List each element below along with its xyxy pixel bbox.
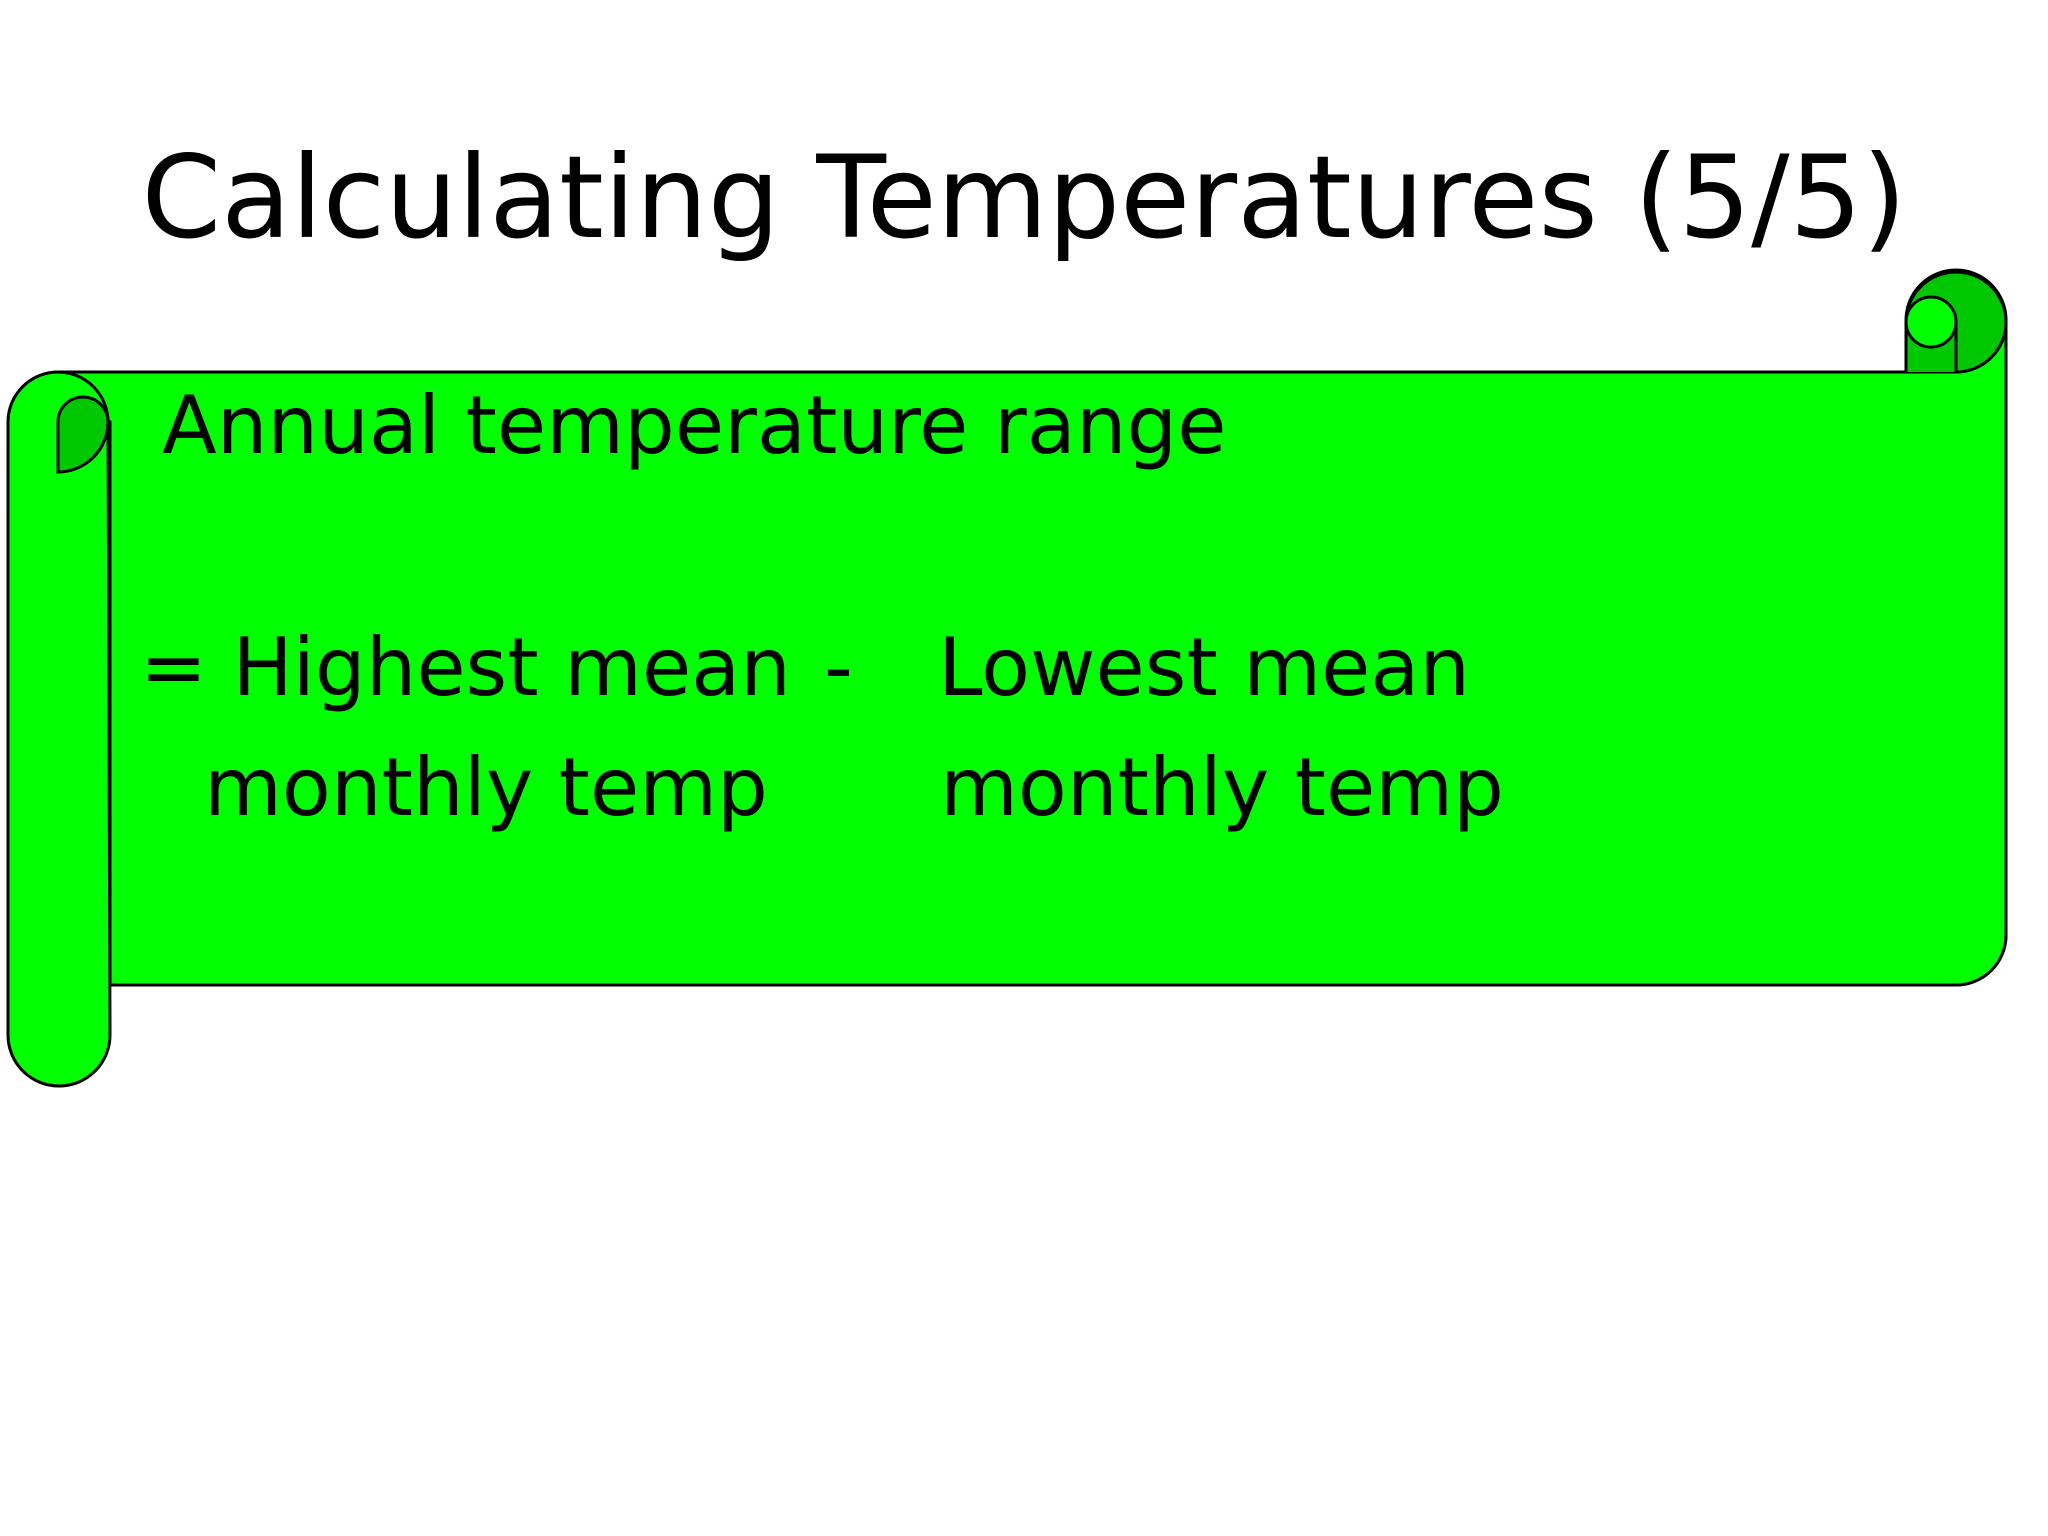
scroll-left-roll bbox=[6, 370, 112, 1088]
formula-operator: - bbox=[824, 621, 853, 714]
scroll-heading: Annual temperature range bbox=[162, 379, 1227, 472]
formula-left-line-2: monthly temp bbox=[204, 741, 768, 834]
formula-right-line-1: Lowest mean bbox=[938, 621, 1471, 714]
formula-left-line-1: = Highest mean bbox=[140, 621, 791, 714]
scroll-right-curl-top bbox=[1904, 270, 2008, 374]
scroll-left-curl-inner bbox=[56, 395, 110, 474]
slide-title: Calculating Temperatures (5/5) bbox=[141, 131, 1907, 264]
formula-right-line-2: monthly temp bbox=[940, 741, 1504, 834]
